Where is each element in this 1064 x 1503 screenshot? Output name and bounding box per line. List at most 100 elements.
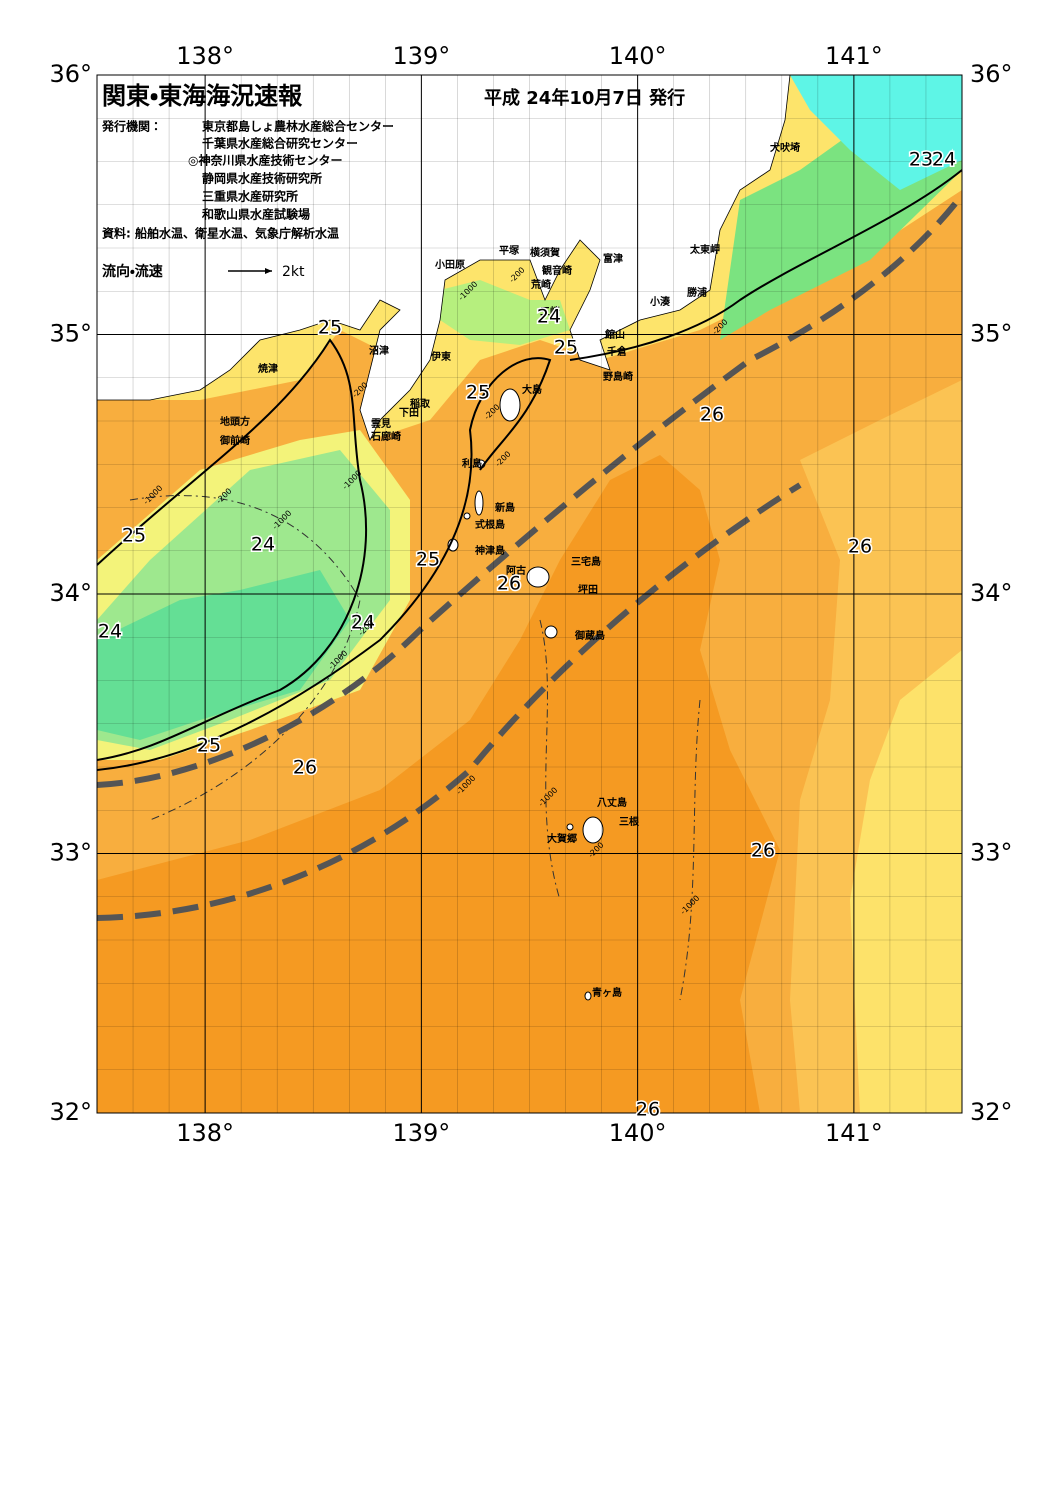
lon-tick-label: 141°: [825, 42, 883, 70]
lat-tick-label: 35°: [970, 320, 1013, 348]
island: [544, 625, 558, 639]
isobath: [129, 495, 361, 821]
lat-tick-label: 32°: [970, 1098, 1013, 1126]
place-name: 観音崎: [542, 264, 572, 277]
islands: [447, 388, 604, 1001]
isotherm-label: 26: [848, 536, 872, 558]
isotherm-label: 24: [932, 149, 956, 171]
isotherm: [569, 169, 962, 361]
grid: [97, 75, 962, 1113]
isotherm-label: 25: [122, 525, 146, 547]
isobath: [539, 619, 561, 901]
isotherm-label: 26: [293, 757, 317, 779]
kuroshio-axes: [97, 193, 962, 921]
place-name: 小湊: [649, 295, 671, 308]
place-name: 富津: [603, 252, 623, 265]
lat-tick-label: 33°: [49, 839, 92, 867]
place-name: 勝浦: [687, 286, 707, 299]
cooler-water: [850, 650, 962, 1113]
place-name: 石廊崎: [370, 430, 401, 443]
place-name: 三根: [619, 815, 640, 828]
lon-tick-label: 141°: [825, 1119, 883, 1147]
place-name: 神津島: [474, 544, 505, 557]
cold-water: [790, 75, 962, 190]
lon-tick-label: 138°: [176, 1119, 234, 1147]
island: [463, 512, 471, 520]
place-name: 稲取: [410, 397, 431, 410]
lat-tick-label: 36°: [49, 60, 92, 88]
place-name: 焼津: [258, 362, 278, 375]
place-name: 御蔵島: [574, 629, 605, 642]
lat-tick-label: 35°: [49, 320, 92, 348]
lat-tick-label: 33°: [970, 839, 1013, 867]
isotherm-label: 24: [251, 534, 275, 556]
lon-tick-label: 139°: [392, 42, 450, 70]
issue-date: 平成 24年10月7日 発行: [484, 87, 685, 109]
isotherm-label: 24: [537, 306, 561, 328]
place-name: 平塚: [499, 244, 520, 257]
issuer: 千葉県水産総合研究センター: [202, 136, 358, 151]
green-water: [97, 570, 350, 740]
issuer: 東京都島しょ農林水産総合センター: [202, 119, 394, 134]
legend-scale: 2kt: [282, 264, 305, 280]
map-frame: [96, 74, 963, 1114]
place-name: 犬吠埼: [770, 141, 800, 154]
lon-tick-label: 139°: [392, 1119, 450, 1147]
place-name: 雲見: [371, 418, 391, 430]
land: [97, 75, 791, 442]
place-name: 荒崎: [530, 278, 551, 291]
island: [526, 566, 550, 588]
place-name: 三崎: [540, 305, 560, 318]
kuroshio-axis: [97, 482, 802, 921]
lon-tick-label: 140°: [609, 42, 667, 70]
isotherm-label: 26: [636, 1099, 660, 1121]
place-name: 利島: [462, 457, 482, 470]
isotherm-label: 24: [351, 612, 375, 634]
island: [474, 490, 484, 516]
place-name: 八丈島: [597, 796, 627, 809]
place-name: 大島: [522, 383, 542, 396]
place-name: 御前崎: [219, 434, 250, 447]
isotherm-label: 23: [909, 149, 933, 171]
isotherm-label: 25: [197, 735, 221, 757]
island: [584, 991, 592, 1001]
place-name: 横須賀: [530, 246, 560, 259]
place-name: 館山: [604, 328, 625, 341]
place-name: 式根島: [475, 518, 505, 531]
map-area: [97, 75, 962, 1113]
place-name: 三宅島: [571, 555, 601, 568]
isotherm-label: 25: [466, 382, 490, 404]
isobaths: [129, 495, 701, 1001]
warm-water: [97, 455, 780, 1113]
island: [566, 823, 574, 831]
isobath: [679, 699, 701, 1001]
place-name: 伊東: [430, 350, 451, 363]
place-name: 野島崎: [603, 370, 633, 383]
kuroshio-axis: [97, 193, 962, 788]
isotherm-label: 25: [554, 337, 578, 359]
place-name: 下田: [399, 407, 419, 419]
place-name: 阿古: [506, 564, 526, 577]
island: [499, 388, 521, 422]
place-name: 千倉: [607, 345, 628, 358]
place-name: 地頭方: [220, 415, 250, 428]
lat-tick-label: 36°: [970, 60, 1013, 88]
island: [582, 816, 604, 844]
isotherm-label: 25: [318, 317, 342, 339]
legend-label: 流向・流速: [102, 263, 163, 280]
isotherms: [97, 169, 962, 771]
lat-tick-label: 34°: [970, 579, 1013, 607]
place-name: 沼津: [369, 344, 389, 357]
issuer: ◎神奈川県水産技術センター: [188, 153, 342, 168]
isotherm-label: 26: [497, 573, 521, 595]
lat-tick-label: 34°: [49, 579, 92, 607]
legend-arrowhead: [265, 268, 272, 274]
place-name: 新島: [494, 501, 515, 514]
place-name: 坪田: [578, 583, 598, 596]
source: 資料: 船舶水温、衛星水温、気象庁解析水温: [102, 226, 339, 241]
lon-tick-label: 138°: [176, 42, 234, 70]
isotherm: [97, 357, 552, 771]
title: 関東・東海海況速報: [102, 82, 303, 110]
isotherm: [97, 338, 367, 761]
